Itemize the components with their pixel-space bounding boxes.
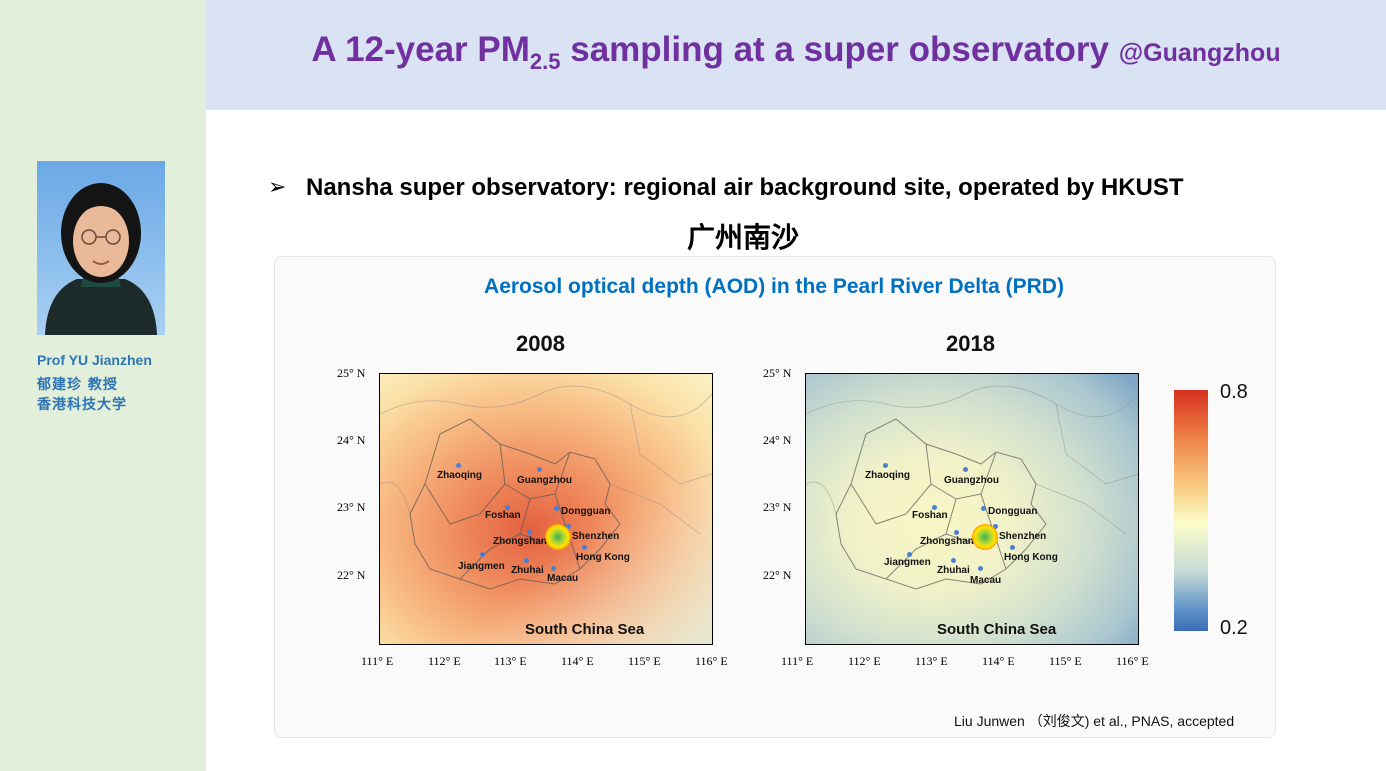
city-marker [883, 463, 888, 468]
city-label-zhaoqing: Zhaoqing [865, 470, 910, 481]
city-marker [566, 524, 571, 529]
x-tick-label: 111° E [781, 654, 814, 668]
colorbar-min-label: 0.2 [1220, 617, 1248, 639]
city-marker [963, 467, 968, 472]
x-tick-label: 116° E [1116, 654, 1149, 668]
y-tick-label: 24° N [337, 433, 366, 447]
aod-map-2018 [805, 373, 1139, 645]
city-marker [954, 530, 959, 535]
y-tick-label: 25° N [337, 366, 366, 380]
city-marker [505, 505, 510, 510]
city-label-guangzhou: Guangzhou [944, 475, 999, 486]
sidebar [0, 0, 206, 771]
university-name-chinese: 香港科技大学 [37, 397, 127, 413]
citation: Liu Junwen （刘俊文) et al., PNAS, accepted [954, 713, 1235, 729]
sea-label: South China Sea [937, 621, 1057, 638]
city-marker [551, 566, 556, 571]
city-marker [951, 558, 956, 563]
x-tick-label: 112° E [848, 654, 881, 668]
city-marker [554, 506, 559, 511]
city-label-dongguan: Dongguan [561, 506, 611, 517]
nansha-site-marker [972, 524, 998, 550]
x-tick-label: 113° E [915, 654, 948, 668]
title-subscript: 2.5 [529, 49, 561, 74]
sea-label: South China Sea [525, 621, 645, 638]
y-tick-label: 24° N [763, 433, 792, 447]
y-tick-label: 22° N [337, 568, 366, 582]
y-tick-label: 23° N [337, 500, 366, 514]
title-location: @Guangzhou [1118, 39, 1281, 67]
city-marker [527, 530, 532, 535]
x-tick-label: 111° E [361, 654, 394, 668]
x-tick-label: 112° E [428, 654, 461, 668]
x-tick-label: 114° E [982, 654, 1015, 668]
city-label-zhongshan: Zhongshan [493, 536, 547, 547]
city-marker [932, 505, 937, 510]
colorbar-max-label: 0.8 [1220, 381, 1248, 403]
city-label-zhuhai: Zhuhai [511, 565, 544, 576]
city-label-macau: Macau [547, 573, 579, 584]
city-marker [978, 566, 983, 571]
nansha-site-marker [545, 524, 571, 550]
city-marker [981, 506, 986, 511]
portrait-photo [37, 161, 165, 335]
city-marker [993, 524, 998, 529]
y-tick-label: 22° N [763, 568, 792, 582]
figure-title: Aerosol optical depth (AOD) in the Pearl… [484, 275, 1064, 298]
x-tick-label: 114° E [561, 654, 594, 668]
city-label-hong-kong: Hong Kong [1004, 552, 1058, 563]
city-marker [524, 558, 529, 563]
city-label-zhuhai: Zhuhai [937, 565, 970, 576]
city-label-guangzhou: Guangzhou [517, 475, 572, 486]
x-tick-label: 116° E [695, 654, 728, 668]
city-marker [907, 552, 912, 557]
city-marker [582, 545, 587, 550]
x-tick-label: 115° E [628, 654, 661, 668]
professor-name-chinese: 郁建珍 教授 [37, 377, 118, 393]
city-label-dongguan: Dongguan [988, 506, 1038, 517]
x-tick-label: 115° E [1049, 654, 1082, 668]
y-tick-label: 25° N [763, 366, 792, 380]
city-label-zhaoqing: Zhaoqing [437, 470, 482, 481]
city-label-shenzhen: Shenzhen [572, 531, 620, 542]
bullet-text: Nansha super observatory: regional air b… [306, 174, 1184, 201]
city-label-jiangmen: Jiangmen [884, 557, 931, 568]
x-tick-label: 113° E [494, 654, 527, 668]
bullet-chinese-text: 广州南沙 [686, 222, 799, 253]
city-marker [480, 552, 485, 557]
city-label-jiangmen: Jiangmen [458, 561, 505, 572]
city-label-macau: Macau [970, 575, 1002, 586]
map-year-2018: 2018 [946, 331, 995, 356]
aod-map-2008 [379, 373, 713, 645]
title-bar [206, 0, 1386, 110]
city-label-hong-kong: Hong Kong [576, 552, 630, 563]
bullet-arrow-icon: ➢ [268, 174, 287, 199]
aod-colorbar [1174, 390, 1208, 631]
slide-title: A 12-year PM2.5 sampling at a super obse… [206, 30, 1386, 74]
professor-name: Prof YU Jianzhen [37, 352, 152, 368]
city-label-zhongshan: Zhongshan [920, 536, 974, 547]
title-prefix: A 12-year PM [311, 30, 530, 69]
city-marker [1010, 545, 1015, 550]
city-label-shenzhen: Shenzhen [999, 531, 1047, 542]
city-label-foshan: Foshan [912, 510, 948, 521]
city-label-foshan: Foshan [485, 510, 521, 521]
title-suffix: sampling at a super observatory [560, 30, 1119, 69]
city-marker [456, 463, 461, 468]
city-marker [537, 467, 542, 472]
map-year-2008: 2008 [516, 331, 565, 356]
y-tick-label: 23° N [763, 500, 792, 514]
